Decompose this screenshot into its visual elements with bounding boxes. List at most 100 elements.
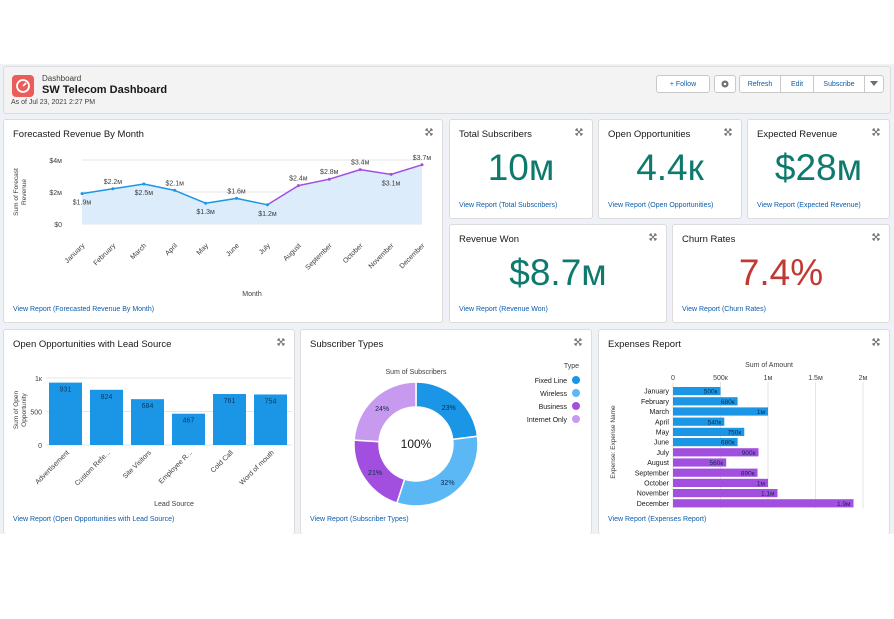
refresh-button[interactable]: Refresh [739,75,781,93]
x-tick-label: August [282,242,302,262]
bar [673,407,768,416]
edit-button[interactable]: Edit [780,75,814,93]
metric-value: 10м [487,147,555,188]
data-label: $2.2м [104,179,123,186]
bar-value-label: 1м [757,409,766,416]
x-tick-label: January [64,242,87,265]
x-tick-label: Employee R... [158,449,194,485]
view-report-link[interactable]: View Report (Total Subscribers) [459,202,558,209]
bar [131,399,164,445]
y-tick-label: $2м [49,190,62,197]
x-tick-label: December [399,242,427,270]
y-tick-label: July [657,450,670,457]
data-point [265,203,269,207]
bar-value-label: 824 [101,394,113,401]
expand-icon[interactable] [425,128,433,136]
data-point [204,201,208,205]
bar [673,489,778,498]
x-tick-label: March [130,242,149,261]
bar [673,478,768,487]
y-tick-label: August [647,460,669,467]
bar [673,468,758,477]
view-report-link[interactable]: View Report (Open Opportunities with Lea… [13,516,175,523]
x-tick-label: October [342,242,365,265]
x-tick-label: May [196,242,211,257]
dashboard-properties-button[interactable] [714,75,736,93]
view-report-link[interactable]: View Report (Churn Rates) [682,306,766,313]
kpi-card-revenue-won: Revenue Won $8.7м View Report (Revenue W… [449,224,667,323]
data-point [296,184,300,188]
y-axis-title: Expense: Expense Name [610,405,617,479]
view-report-link[interactable]: View Report (Revenue Won) [459,306,548,313]
bar-value-label: 540к [708,419,722,426]
legend-swatch [572,376,580,384]
card-title: Expected Revenue [757,129,838,140]
data-point [358,168,362,172]
more-actions-button[interactable] [864,75,884,93]
data-label: $3.1м [382,180,401,187]
y-tick-label: December [637,501,670,508]
card-title: Forecasted Revenue By Month [13,129,144,140]
view-report-link[interactable]: View Report (Forecasted Revenue By Month… [13,306,155,313]
data-point [389,172,393,176]
y-tick-label: 500 [30,410,42,417]
series-line-segment [81,188,114,195]
legend-label: Internet Only [527,417,568,424]
series-line-segment [205,197,237,204]
view-report-link[interactable]: View Report (Subscriber Types) [310,516,409,523]
follow-button[interactable]: + Follow [656,75,710,93]
bar-value-label: 754 [265,398,277,405]
expand-icon[interactable] [872,233,880,241]
data-label: $1.2м [258,211,277,218]
bar-value-label: 467 [183,418,195,425]
x-tick-label: June [225,242,241,258]
x-tick-label: February [93,242,118,267]
bar-value-label: 684 [142,403,154,410]
expand-icon[interactable] [574,338,582,346]
data-label: $3.7м [413,155,432,162]
x-tick-label: 1.5м [808,375,823,382]
donut-slice [353,381,417,443]
bar [172,413,205,445]
bar-value-label: 761 [224,398,236,405]
data-point [142,182,146,186]
bar [673,397,738,406]
metric-value: $28м [774,147,863,188]
page-bottom-margin [0,534,894,619]
card-title: Expenses Report [608,339,681,350]
expand-icon[interactable] [277,338,285,346]
series-line-segment [329,168,361,180]
donut-center-label: 100% [401,437,432,451]
bar-value-label: 890к [741,470,755,477]
data-label: $2.5м [135,190,154,197]
card-title: Total Subscribers [459,129,532,140]
view-report-link[interactable]: View Report (Expected Revenue) [757,202,861,209]
kpi-card-open-opportunities: Open Opportunities 4.4к View Report (Ope… [598,119,742,219]
chevron-down-icon [870,81,878,86]
view-report-link[interactable]: View Report (Expenses Report) [608,516,707,523]
kpi-card-total-subscribers: Total Subscribers 10м View Report (Total… [449,119,593,219]
expand-icon[interactable] [575,128,583,136]
x-tick-label: 0 [671,375,675,382]
bar-value-label: 1.9м [837,501,851,508]
y-tick-label: 0 [38,443,42,450]
subscribe-button[interactable]: Subscribe [813,75,865,93]
expand-icon[interactable] [649,233,657,241]
y-tick-label: 1к [35,376,43,383]
chart-title: Sum of Amount [745,362,793,369]
bar [90,389,123,445]
x-tick-label: September [305,242,335,272]
bar [673,427,745,436]
x-tick-label: Cold Call [210,449,235,474]
expand-icon[interactable] [724,128,732,136]
series-line-segment [112,183,144,190]
as-of-timestamp: As of Jul 23, 2021 2:27 PM [11,99,96,106]
view-report-link[interactable]: View Report (Open Opportunities) [608,202,714,209]
page-title: SW Telecom Dashboard [42,84,168,96]
series-line-segment [360,168,392,176]
bar-value-label: 500к [704,389,718,396]
expand-icon[interactable] [872,128,880,136]
legend-label: Fixed Line [535,378,567,385]
expenses-chart: Sum of Amount 0 500к 1м 1.5м 2м 500к January 680… [610,362,868,509]
expand-icon[interactable] [872,338,880,346]
